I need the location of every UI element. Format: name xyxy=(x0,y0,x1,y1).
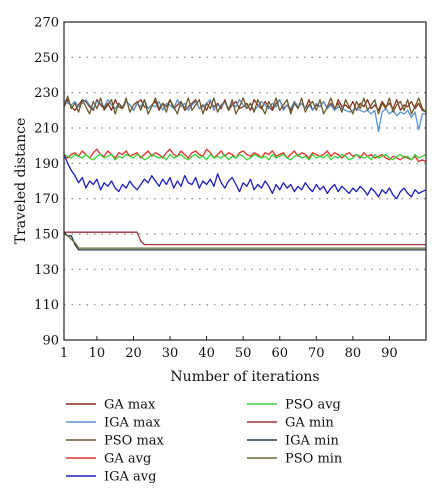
x-tick-label: 20 xyxy=(125,346,142,361)
legend: GA max IGA max PSO max GA avg IGA avg PSO avg… xyxy=(66,398,343,485)
legend-label: GA min xyxy=(285,416,334,431)
x-tick-label: 30 xyxy=(162,346,179,361)
x-tick-label: 80 xyxy=(345,346,362,361)
series-line-iga-avg xyxy=(63,154,427,200)
x-tick-label: 50 xyxy=(235,346,252,361)
legend-label: PSO max xyxy=(104,434,165,449)
x-axis-title: Number of iterations xyxy=(170,369,319,385)
y-tick-label: 210 xyxy=(34,122,59,137)
series-line-ga-avg xyxy=(63,148,427,163)
series-line-pso-min xyxy=(63,233,426,249)
x-tick-label: 90 xyxy=(381,346,398,361)
y-tick-label: 110 xyxy=(34,298,59,313)
series-line-ga-min xyxy=(64,231,426,246)
series-line-iga-min xyxy=(63,231,426,251)
legend-label: GA avg xyxy=(104,452,151,467)
legend-label: PSO avg xyxy=(285,398,341,413)
y-tick-label: 170 xyxy=(34,192,59,207)
y-tick-label: 90 xyxy=(42,334,59,349)
legend-label: PSO min xyxy=(285,452,343,467)
legend-label: GA max xyxy=(104,398,156,413)
x-tick-label: 1 xyxy=(60,346,68,361)
y-tick-label: 190 xyxy=(34,157,59,172)
y-tick-labels: 90 110 130 150 170 190 210 230 250 270 xyxy=(34,16,59,349)
x-tick-label: 10 xyxy=(89,346,106,361)
series-lines xyxy=(63,95,427,251)
series-line-pso-max xyxy=(63,95,427,115)
y-tick-label: 230 xyxy=(34,86,59,101)
legend-label: IGA max xyxy=(104,416,161,431)
gridlines xyxy=(64,56,426,306)
y-tick-label: 130 xyxy=(34,263,59,278)
plot-frame xyxy=(63,21,427,341)
y-tick-label: 250 xyxy=(34,51,59,66)
x-tick-label: 70 xyxy=(308,346,325,361)
x-tick-labels: 1 10 20 30 40 50 60 70 80 90 xyxy=(60,336,398,361)
legend-label: IGA avg xyxy=(104,470,156,485)
y-axis-title: Traveled distance xyxy=(13,118,29,245)
series-line-pso-avg xyxy=(63,153,427,161)
x-tick-label: 60 xyxy=(271,346,288,361)
y-tick-label: 150 xyxy=(34,228,59,243)
x-tick-label: 40 xyxy=(198,346,215,361)
y-tick-label: 270 xyxy=(34,16,59,31)
legend-label: IGA min xyxy=(285,434,340,449)
